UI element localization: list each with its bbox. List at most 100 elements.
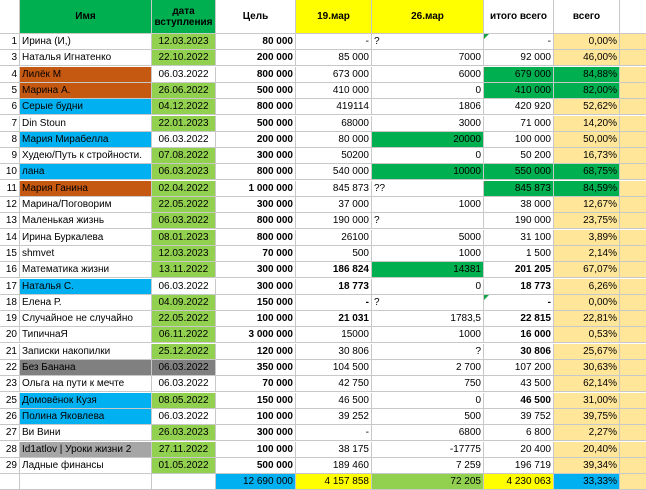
date-cell[interactable]: 22.05.2022 [152, 311, 216, 328]
date-cell[interactable]: 22.10.2022 [152, 50, 216, 67]
name-cell[interactable]: Id1atlov | Уроки жизни 2 [20, 441, 152, 458]
extra-cell[interactable] [620, 425, 646, 442]
name-cell[interactable]: Марина А. [20, 82, 152, 99]
extra-cell[interactable] [620, 115, 646, 132]
total-cell[interactable]: 18 773 [484, 278, 554, 295]
date-cell[interactable]: 01.05.2022 [152, 457, 216, 474]
total-cell[interactable]: 845 873 [484, 180, 554, 197]
name-cell[interactable]: Случайное не случайно [20, 311, 152, 328]
extra-cell[interactable] [620, 360, 646, 376]
date-cell[interactable]: 08.05.2022 [152, 392, 216, 409]
name-cell[interactable]: Ви Вини [20, 425, 152, 442]
date-cell[interactable]: 07.08.2022 [152, 148, 216, 165]
date-cell[interactable]: 06.03.2022 [152, 376, 216, 393]
name-cell[interactable]: Ольга на пути к мечте [20, 376, 152, 393]
date-cell[interactable]: 06.03.2023 [152, 164, 216, 181]
percent-cell[interactable]: 30,63% [554, 360, 620, 376]
total-cell[interactable]: 46 500 [484, 392, 554, 409]
percent-cell[interactable]: 0,00% [554, 294, 620, 311]
goal-cell[interactable]: 300 000 [216, 197, 296, 213]
date-cell[interactable]: 06.03.2022 [152, 213, 216, 230]
percent-cell[interactable]: 62,14% [554, 376, 620, 393]
goal-cell[interactable]: 800 000 [216, 164, 296, 181]
mar19-cell[interactable]: 419114 [296, 99, 372, 116]
mar19-cell[interactable]: 50200 [296, 148, 372, 165]
mar26-cell[interactable]: -17775 [372, 441, 484, 458]
mar26-cell[interactable]: ? [372, 213, 484, 230]
percent-cell[interactable]: 14,20% [554, 115, 620, 132]
mar19-cell[interactable]: 104 500 [296, 360, 372, 376]
date-cell[interactable]: 22.01.2023 [152, 115, 216, 132]
extra-cell[interactable] [620, 376, 646, 393]
name-cell[interactable]: Худею/Путь к стройности. [20, 148, 152, 165]
goal-cell[interactable]: 800 000 [216, 229, 296, 246]
mar26-cell[interactable]: 1000 [372, 245, 484, 262]
mar19-cell[interactable]: - [296, 425, 372, 442]
mar19-cell[interactable]: 46 500 [296, 392, 372, 409]
name-cell[interactable]: Din Stoun [20, 115, 152, 132]
goal-cell[interactable]: 200 000 [216, 50, 296, 67]
date-cell[interactable]: 06.03.2022 [152, 360, 216, 376]
header-num[interactable] [0, 0, 20, 34]
row-number-cell[interactable]: 9 [0, 148, 20, 165]
date-cell[interactable]: 13.11.2022 [152, 262, 216, 279]
date-cell[interactable]: 04.12.2022 [152, 99, 216, 116]
extra-cell[interactable] [620, 311, 646, 328]
goal-cell[interactable]: 150 000 [216, 294, 296, 311]
goal-cell[interactable]: 100 000 [216, 408, 296, 425]
mar26-cell[interactable]: 14381 [372, 262, 484, 279]
total-cell[interactable]: 22 815 [484, 311, 554, 328]
total-cell[interactable]: 420 920 [484, 99, 554, 116]
percent-cell[interactable]: 20,40% [554, 441, 620, 458]
goal-cell[interactable]: 350 000 [216, 360, 296, 376]
total-cell[interactable]: 550 000 [484, 164, 554, 181]
mar19-cell[interactable]: 18 773 [296, 278, 372, 295]
extra-cell[interactable] [620, 262, 646, 279]
extra-cell[interactable] [620, 278, 646, 295]
extra-cell[interactable] [620, 327, 646, 344]
header-goal[interactable]: Цель [216, 0, 296, 34]
mar19-cell[interactable]: 38 175 [296, 441, 372, 458]
name-cell[interactable]: Мария Мирабелла [20, 131, 152, 148]
mar19-cell[interactable]: 15000 [296, 327, 372, 344]
mar19-cell[interactable]: 21 031 [296, 311, 372, 328]
mar26-cell[interactable]: 10000 [372, 164, 484, 181]
goal-cell[interactable]: 100 000 [216, 311, 296, 328]
goal-cell[interactable]: 70 000 [216, 376, 296, 393]
mar26-cell[interactable]: 1806 [372, 99, 484, 116]
total-cell[interactable]: 43 500 [484, 376, 554, 393]
date-cell[interactable]: 26.06.2022 [152, 82, 216, 99]
goal-cell[interactable]: 70 000 [216, 245, 296, 262]
goal-cell[interactable]: 300 000 [216, 425, 296, 442]
percent-cell[interactable]: 39,34% [554, 457, 620, 474]
header-percent[interactable]: всего [554, 0, 620, 34]
extra-cell[interactable] [620, 82, 646, 99]
mar19-cell[interactable]: 186 824 [296, 262, 372, 279]
mar26-cell[interactable]: 0 [372, 392, 484, 409]
goal-cell[interactable]: 150 000 [216, 392, 296, 409]
mar19-cell[interactable]: 37 000 [296, 197, 372, 213]
row-number-cell[interactable]: 28 [0, 441, 20, 458]
header-extra[interactable] [620, 0, 646, 34]
header-mar19[interactable]: 19.мар [296, 0, 372, 34]
extra-cell[interactable] [620, 34, 646, 50]
row-number-cell[interactable]: 21 [0, 343, 20, 360]
header-total[interactable]: итого всего [484, 0, 554, 34]
date-cell[interactable]: 22.05.2022 [152, 197, 216, 213]
mar26-cell[interactable]: 3000 [372, 115, 484, 132]
name-cell[interactable]: ТипичнаЯ [20, 327, 152, 344]
extra-cell[interactable] [620, 294, 646, 311]
row-number-cell[interactable]: 4 [0, 66, 20, 83]
goal-cell[interactable]: 1 000 000 [216, 180, 296, 197]
name-cell[interactable]: Маленькая жизнь [20, 213, 152, 230]
mar26-cell[interactable]: 750 [372, 376, 484, 393]
row-number-cell[interactable]: 23 [0, 376, 20, 393]
percent-cell[interactable]: 82,00% [554, 82, 620, 99]
mar26-cell[interactable]: ? [372, 294, 484, 311]
name-cell[interactable]: Домовёнок Кузя [20, 392, 152, 409]
mar19-cell[interactable]: 673 000 [296, 66, 372, 83]
mar26-cell[interactable]: 0 [372, 82, 484, 99]
row-number-cell[interactable]: 26 [0, 408, 20, 425]
date-cell[interactable]: 04.09.2022 [152, 294, 216, 311]
mar26-cell[interactable]: 6000 [372, 66, 484, 83]
